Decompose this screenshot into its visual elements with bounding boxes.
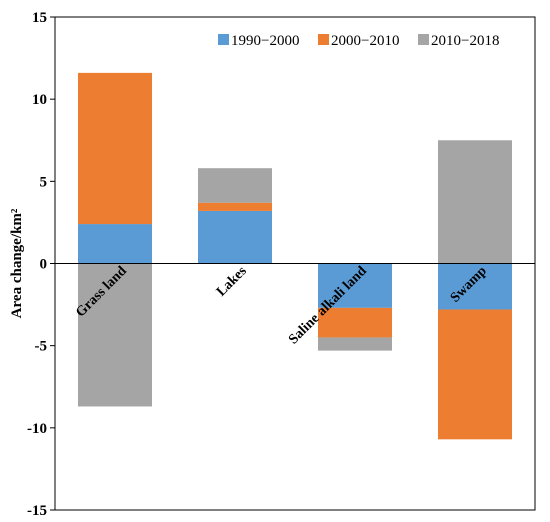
bar-lakes-series-3: [198, 168, 272, 203]
bar-grass-land-series-3: [78, 263, 152, 407]
bar-lakes-series-1: [198, 210, 272, 264]
legend-label: 2010−2018: [431, 33, 499, 49]
y-tick-label: -5: [35, 339, 48, 355]
bar-swamp-series-3: [438, 140, 512, 264]
bar-saline-alkali-land-series-3: [318, 337, 392, 351]
legend-swatch: [218, 34, 229, 45]
axis-layer: -15 -10 -5 0 5 10 15: [27, 10, 536, 519]
y-tick-label: 0: [40, 257, 48, 273]
bar-grass-land-series-1: [78, 224, 152, 264]
y-tick-label: -10: [27, 421, 47, 437]
bar-swamp-series-1: [438, 263, 512, 310]
bar-swamp-series-2: [438, 309, 512, 440]
bar-saline-alkali-land-series-2: [318, 307, 392, 338]
bars-layer: [78, 72, 512, 440]
y-axis-label: Area change/km²: [9, 208, 25, 318]
legend-swatch: [418, 34, 429, 45]
legend-label: 2000−2010: [331, 33, 399, 49]
bar-grass-land-series-2: [78, 72, 152, 225]
y-tick-label: -15: [27, 503, 47, 519]
bar-lakes-series-2: [198, 202, 272, 211]
bar-saline-alkali-land-series-1: [318, 263, 392, 308]
legend: 1990−2000 2000−2010 2010−2018: [218, 33, 499, 49]
legend-label: 1990−2000: [231, 33, 299, 49]
y-tick-label: 15: [32, 10, 47, 26]
y-tick-label: 10: [32, 92, 47, 108]
y-tick-label: 5: [40, 174, 48, 190]
legend-swatch: [318, 34, 329, 45]
